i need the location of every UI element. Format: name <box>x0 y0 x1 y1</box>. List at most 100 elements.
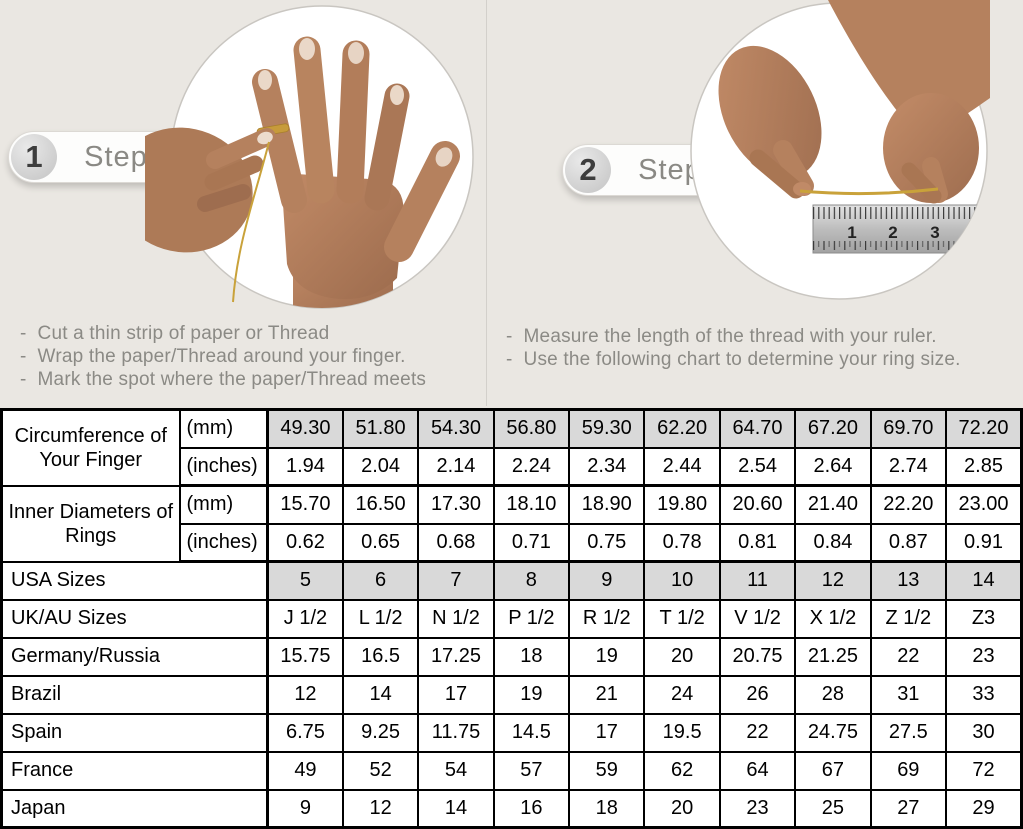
unit-cell: (mm) <box>178 408 269 449</box>
instruction-item: Mark the spot where the paper/Thread mee… <box>20 368 490 391</box>
helper-hand-graphic <box>145 127 276 303</box>
table-cell: 14.5 <box>492 712 571 753</box>
step-1-instructions: Cut a thin strip of paper or Thread Wrap… <box>20 322 490 391</box>
table-cell: 67.20 <box>794 408 872 449</box>
row-label-spain: Spain <box>0 712 269 753</box>
table-cell: 0.81 <box>718 522 797 563</box>
table-row-circumference-inches: (inches) 1.94 2.04 2.14 2.24 2.34 2.44 2… <box>2 446 1023 487</box>
table-cell: 27 <box>869 788 948 829</box>
table-cell: 19 <box>568 636 646 677</box>
table-cell: 0.62 <box>265 522 344 563</box>
row-label-japan: Japan <box>0 788 269 829</box>
table-cell: 15.75 <box>265 636 344 677</box>
table-cell: P 1/2 <box>492 598 571 639</box>
table-cell: 8 <box>492 560 571 601</box>
instructions-panel: 1 Step 2 Step <box>0 0 1023 408</box>
unit-cell: (mm) <box>178 484 269 525</box>
table-cell: 20.75 <box>718 636 797 677</box>
table-cell: 51.80 <box>341 408 420 449</box>
table-cell: 0.87 <box>869 522 948 563</box>
instruction-text: Mark the spot where the paper/Thread mee… <box>37 369 427 390</box>
table-cell: 21.25 <box>794 636 872 677</box>
table-cell: 26 <box>718 674 797 715</box>
table-cell: R 1/2 <box>568 598 646 639</box>
table-cell: 0.65 <box>341 522 420 563</box>
step-1-number: 1 <box>11 134 57 180</box>
table-row-circumference-mm: Circumference of Your Finger (mm) 49.30 … <box>0 408 1023 487</box>
table-cell: 69.70 <box>869 408 948 449</box>
table-cell: 2.54 <box>718 446 797 487</box>
table-cell: 2.34 <box>568 446 646 487</box>
table-cell: 2.74 <box>869 446 948 487</box>
table-row-diameter-mm: Inner Diameters of Rings (mm) 15.70 16.5… <box>0 484 1023 563</box>
hand-with-ring-photo <box>145 5 474 309</box>
row-label-france: France <box>0 750 269 791</box>
table-cell: V 1/2 <box>718 598 797 639</box>
table-cell: 23 <box>718 788 797 829</box>
row-label-brazil: Brazil <box>0 674 269 715</box>
table-cell: X 1/2 <box>794 598 872 639</box>
table-cell: 9.25 <box>341 712 420 753</box>
table-cell: 16.5 <box>341 636 420 677</box>
ring-size-table: Circumference of Your Finger (mm) 49.30 … <box>0 408 1023 829</box>
table-row-brazil: Brazil 12 14 17 19 21 24 26 28 31 33 <box>0 674 1023 715</box>
table-cell: 31 <box>869 674 948 715</box>
table-row-france: France 49 52 54 57 59 62 64 67 69 72 <box>0 750 1023 791</box>
right-pinching-hand-graphic <box>883 93 979 204</box>
instruction-text: Measure the length of the thread with yo… <box>523 326 937 347</box>
table-cell: L 1/2 <box>341 598 420 639</box>
table-cell: 14 <box>417 788 495 829</box>
table-cell: 11.75 <box>417 712 495 753</box>
step-2-instructions: Measure the length of the thread with yo… <box>506 325 1023 371</box>
table-row-diameter-inches: (inches) 0.62 0.65 0.68 0.71 0.75 0.78 0… <box>2 522 1023 563</box>
table-row-germany-russia: Germany/Russia 15.75 16.5 17.25 18 19 20… <box>0 636 1023 677</box>
step-2-number: 2 <box>565 147 611 193</box>
table-cell: 23 <box>945 636 1023 677</box>
table-cell: 2.44 <box>643 446 721 487</box>
table-cell: 11 <box>718 560 797 601</box>
instruction-item: Cut a thin strip of paper or Thread <box>20 322 490 345</box>
row-label-usa-sizes: USA Sizes <box>0 560 269 601</box>
unit-cell: (inches) <box>178 522 269 563</box>
instruction-item: Use the following chart to determine you… <box>506 348 1023 371</box>
table-cell: 54.30 <box>417 408 495 449</box>
table-cell: 12 <box>794 560 872 601</box>
table-cell: 5 <box>265 560 344 601</box>
table-cell: 0.75 <box>568 522 646 563</box>
table-cell: 0.78 <box>643 522 721 563</box>
table-cell: J 1/2 <box>265 598 344 639</box>
table-cell: 6.75 <box>265 712 344 753</box>
table-cell: 12 <box>265 674 344 715</box>
ruler-number-3: 3 <box>930 223 939 242</box>
table-cell: 24 <box>643 674 721 715</box>
table-cell: 22 <box>869 636 948 677</box>
table-cell: 1.94 <box>265 446 344 487</box>
table-cell: 17 <box>568 712 646 753</box>
table-cell: N 1/2 <box>417 598 495 639</box>
row-label-germany-russia: Germany/Russia <box>0 636 269 677</box>
table-cell: 22 <box>718 712 797 753</box>
row-label-inner-diameters: Inner Diameters of Rings <box>0 484 181 563</box>
vertical-divider <box>486 0 487 406</box>
table-cell: 0.84 <box>794 522 872 563</box>
table-cell: 59.30 <box>568 408 646 449</box>
gold-thread <box>232 141 270 303</box>
table-cell: 72 <box>945 750 1023 791</box>
table-cell: 62 <box>643 750 721 791</box>
ruler-number-1: 1 <box>847 223 856 242</box>
instruction-item: Wrap the paper/Thread around your finger… <box>20 345 490 368</box>
table-cell: 19.80 <box>643 484 721 525</box>
table-cell: 2.24 <box>492 446 571 487</box>
table-cell: 2.64 <box>794 446 872 487</box>
table-cell: 33 <box>945 674 1023 715</box>
table-cell: 9 <box>568 560 646 601</box>
table-cell: 21.40 <box>794 484 872 525</box>
ruler-number-2: 2 <box>888 223 897 242</box>
table-cell: 57 <box>492 750 571 791</box>
table-cell: 18 <box>568 788 646 829</box>
table-cell: 0.71 <box>492 522 571 563</box>
table-cell: 72.20 <box>945 408 1023 449</box>
table-cell: 14 <box>945 560 1023 601</box>
table-cell: 2.85 <box>945 446 1023 487</box>
table-cell: 7 <box>417 560 495 601</box>
